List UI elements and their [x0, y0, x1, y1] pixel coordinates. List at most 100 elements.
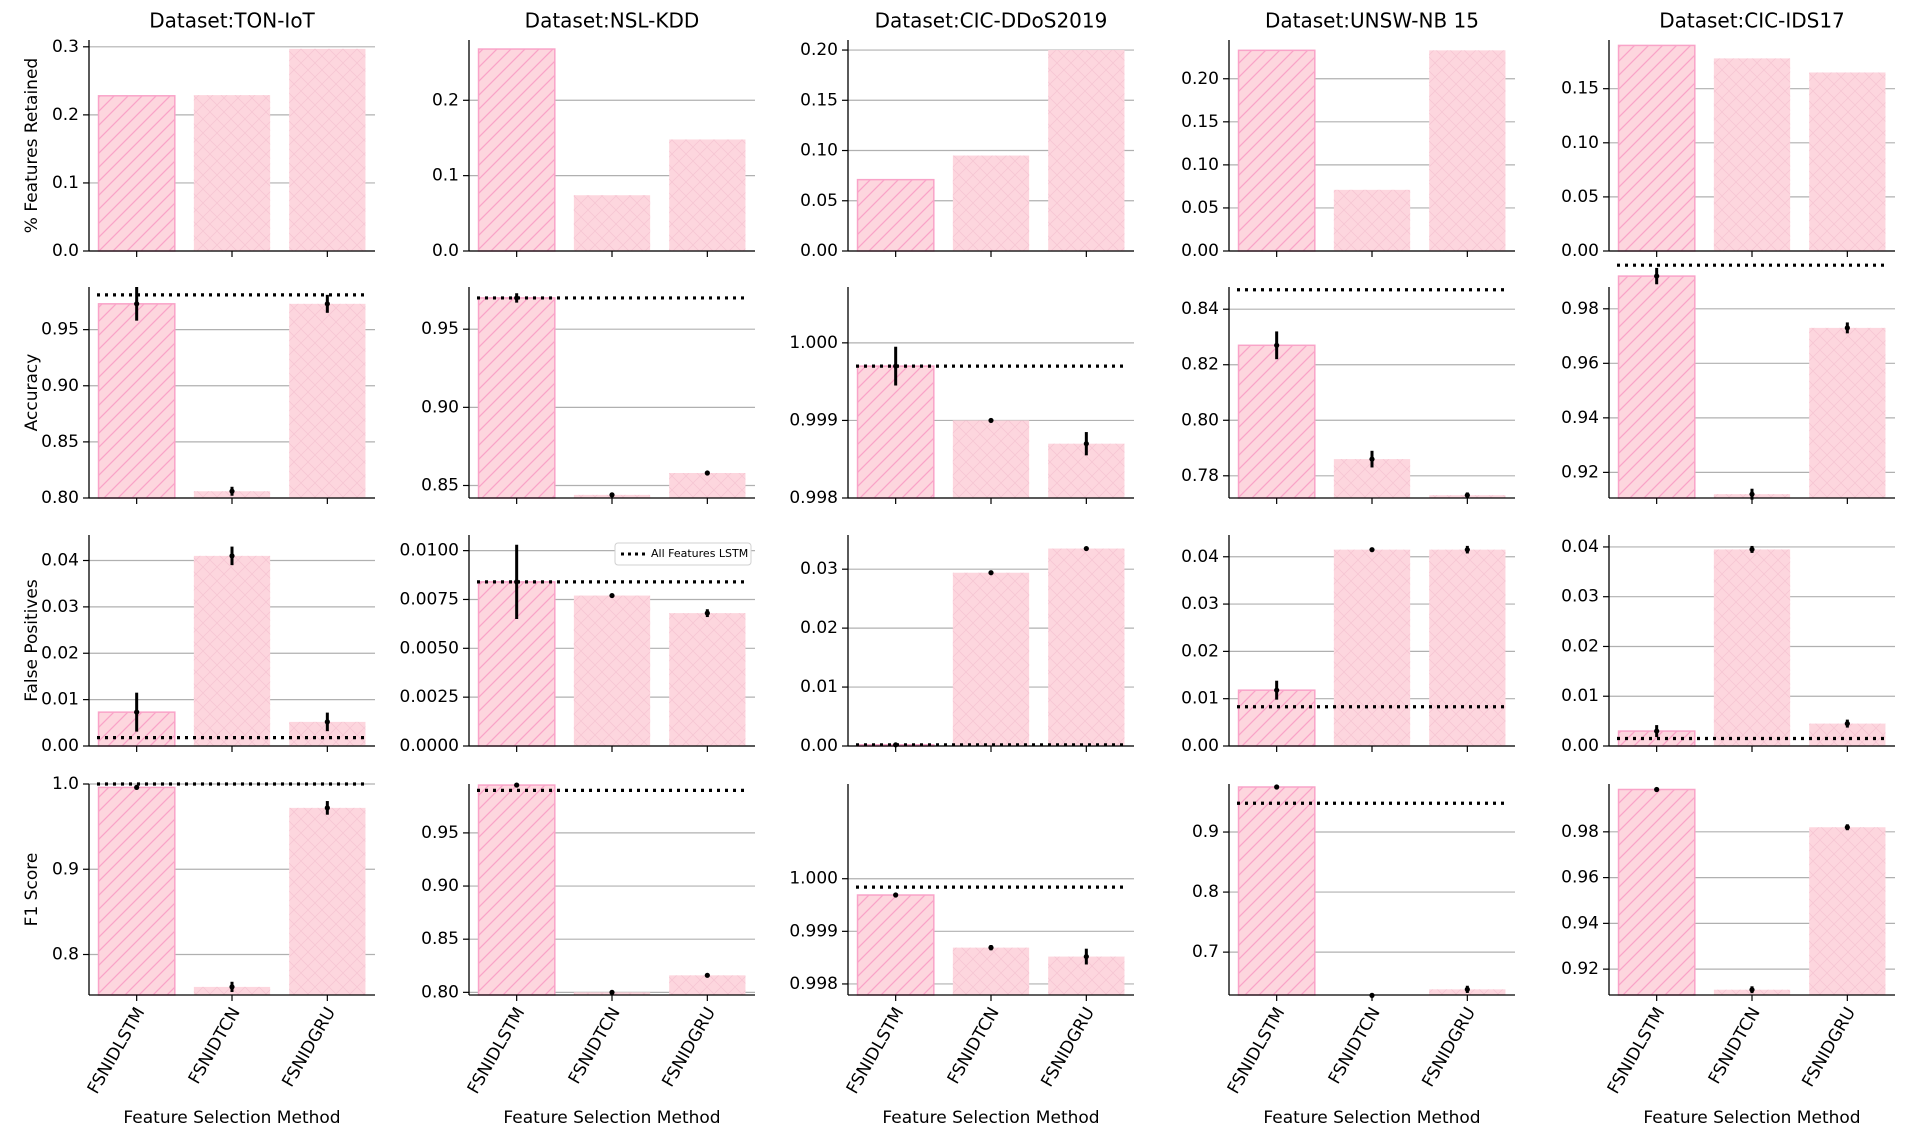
y-tick-label: 0.96 [1561, 868, 1599, 888]
x-tick-label: FSNIDTCN [1705, 1004, 1765, 1088]
error-point [1464, 492, 1470, 498]
bar-hatch [669, 472, 746, 498]
y-tick-label: 0.8 [52, 945, 79, 965]
y-tick-label: 0.04 [1181, 547, 1219, 567]
y-tick-label: 0.80 [41, 488, 79, 508]
error-point [134, 301, 140, 307]
bar-hatch [1809, 827, 1886, 995]
bar-hatch [573, 595, 651, 746]
bar-hatch [1429, 50, 1506, 252]
y-tick-label: 0.999 [789, 410, 838, 430]
y-tick-label: 0.2 [432, 90, 459, 110]
chart-title: Dataset:TON-IoT [149, 9, 315, 33]
bar-hatch [478, 49, 555, 251]
error-point [1654, 728, 1660, 734]
x-tick-label: FSNIDLSTM [464, 1004, 530, 1097]
bar-hatch [1618, 789, 1695, 995]
error-point [514, 782, 520, 788]
bar-hatch [1809, 327, 1886, 498]
y-tick-label: 0.15 [1561, 79, 1599, 99]
y-tick-label: 0.98 [1561, 822, 1599, 842]
bar-hatch [1238, 50, 1315, 252]
x-tick-label: FSNIDGRU [278, 1004, 340, 1091]
y-tick-label: 0.10 [1181, 155, 1219, 175]
y-tick-label: 0.90 [421, 876, 459, 896]
error-point [704, 610, 710, 616]
y-tick-label: 0.10 [1561, 133, 1599, 153]
x-tick-label: FSNIDLSTM [843, 1004, 909, 1097]
error-point [609, 492, 615, 498]
y-tick-label: 0.3 [52, 37, 79, 57]
y-tick-label: 0.7 [1192, 942, 1219, 962]
y-tick-label: 0.95 [421, 823, 459, 843]
y-tick-label: 0.00 [1181, 241, 1219, 261]
error-point [1654, 273, 1660, 279]
chart-title: Dataset:CIC-IDS17 [1659, 9, 1845, 33]
bar-hatch [669, 139, 746, 251]
x-axis-label: Feature Selection Method [503, 1108, 720, 1128]
error-point [514, 295, 520, 301]
y-tick-label: 0.90 [41, 376, 79, 396]
y-tick-label: 0.0100 [400, 541, 459, 561]
bar-hatch [573, 195, 651, 251]
y-tick-label: 0.02 [41, 643, 79, 663]
bar-hatch [478, 785, 555, 995]
y-tick-label: 0.1 [52, 173, 79, 193]
bar-hatch [1713, 58, 1791, 252]
bar-hatch [289, 303, 366, 498]
error-point [514, 579, 520, 585]
x-axis-label: Feature Selection Method [1263, 1108, 1480, 1128]
y-axis-label: F1 Score [22, 853, 42, 927]
y-tick-label: 0.90 [421, 397, 459, 417]
x-tick-label: FSNIDGRU [1418, 1004, 1480, 1091]
y-tick-label: 0.0 [52, 241, 79, 261]
bar-hatch [193, 555, 271, 746]
y-tick-label: 0.998 [789, 974, 838, 994]
bar-hatch [98, 787, 175, 995]
error-point [704, 972, 710, 978]
bar-hatch [1429, 549, 1506, 746]
chart-title: Dataset:CIC-DDoS2019 [875, 9, 1108, 33]
y-axis-label: % Features Retained [22, 58, 42, 233]
y-tick-label: 0.95 [421, 319, 459, 339]
y-tick-label: 0.05 [800, 191, 838, 211]
error-point [134, 784, 140, 791]
error-point [1464, 547, 1470, 553]
x-tick-label: FSNIDTCN [565, 1004, 625, 1088]
y-tick-label: 0.00 [41, 736, 79, 756]
bar-hatch [1238, 787, 1315, 995]
error-point [229, 553, 235, 559]
bar-hatch [478, 297, 555, 498]
y-tick-label: 0.82 [1181, 355, 1219, 375]
y-tick-label: 0.01 [1561, 686, 1599, 706]
x-tick-label: FSNIDGRU [658, 1004, 720, 1091]
y-tick-label: 0.20 [1181, 69, 1219, 89]
x-axis-label: Feature Selection Method [882, 1108, 1099, 1128]
error-point [1749, 987, 1755, 993]
y-tick-label: 0.95 [41, 320, 79, 340]
legend-label: All Features LSTM [651, 547, 748, 560]
bar-hatch [1333, 189, 1411, 251]
error-point [988, 945, 994, 951]
error-point [1274, 687, 1280, 693]
y-tick-label: 0.80 [421, 982, 459, 1002]
bar-hatch [952, 155, 1030, 251]
y-tick-label: 0.04 [41, 551, 79, 571]
y-tick-label: 0.94 [1561, 408, 1599, 428]
y-tick-label: 0.0025 [400, 687, 459, 707]
error-point [324, 719, 330, 725]
y-tick-label: 0.02 [1561, 636, 1599, 656]
error-point [609, 989, 615, 995]
y-tick-label: 0.20 [800, 40, 838, 60]
error-point [893, 892, 899, 898]
error-point [1083, 953, 1089, 960]
x-tick-label: FSNIDGRU [1037, 1004, 1099, 1091]
legend-box [614, 542, 752, 566]
y-tick-label: 0.9 [52, 859, 79, 879]
y-tick-label: 0.85 [421, 929, 459, 949]
error-point [1274, 784, 1280, 790]
y-tick-label: 0.96 [1561, 353, 1599, 373]
error-point [988, 417, 994, 424]
error-point [1369, 456, 1375, 462]
bar-hatch [857, 895, 934, 995]
